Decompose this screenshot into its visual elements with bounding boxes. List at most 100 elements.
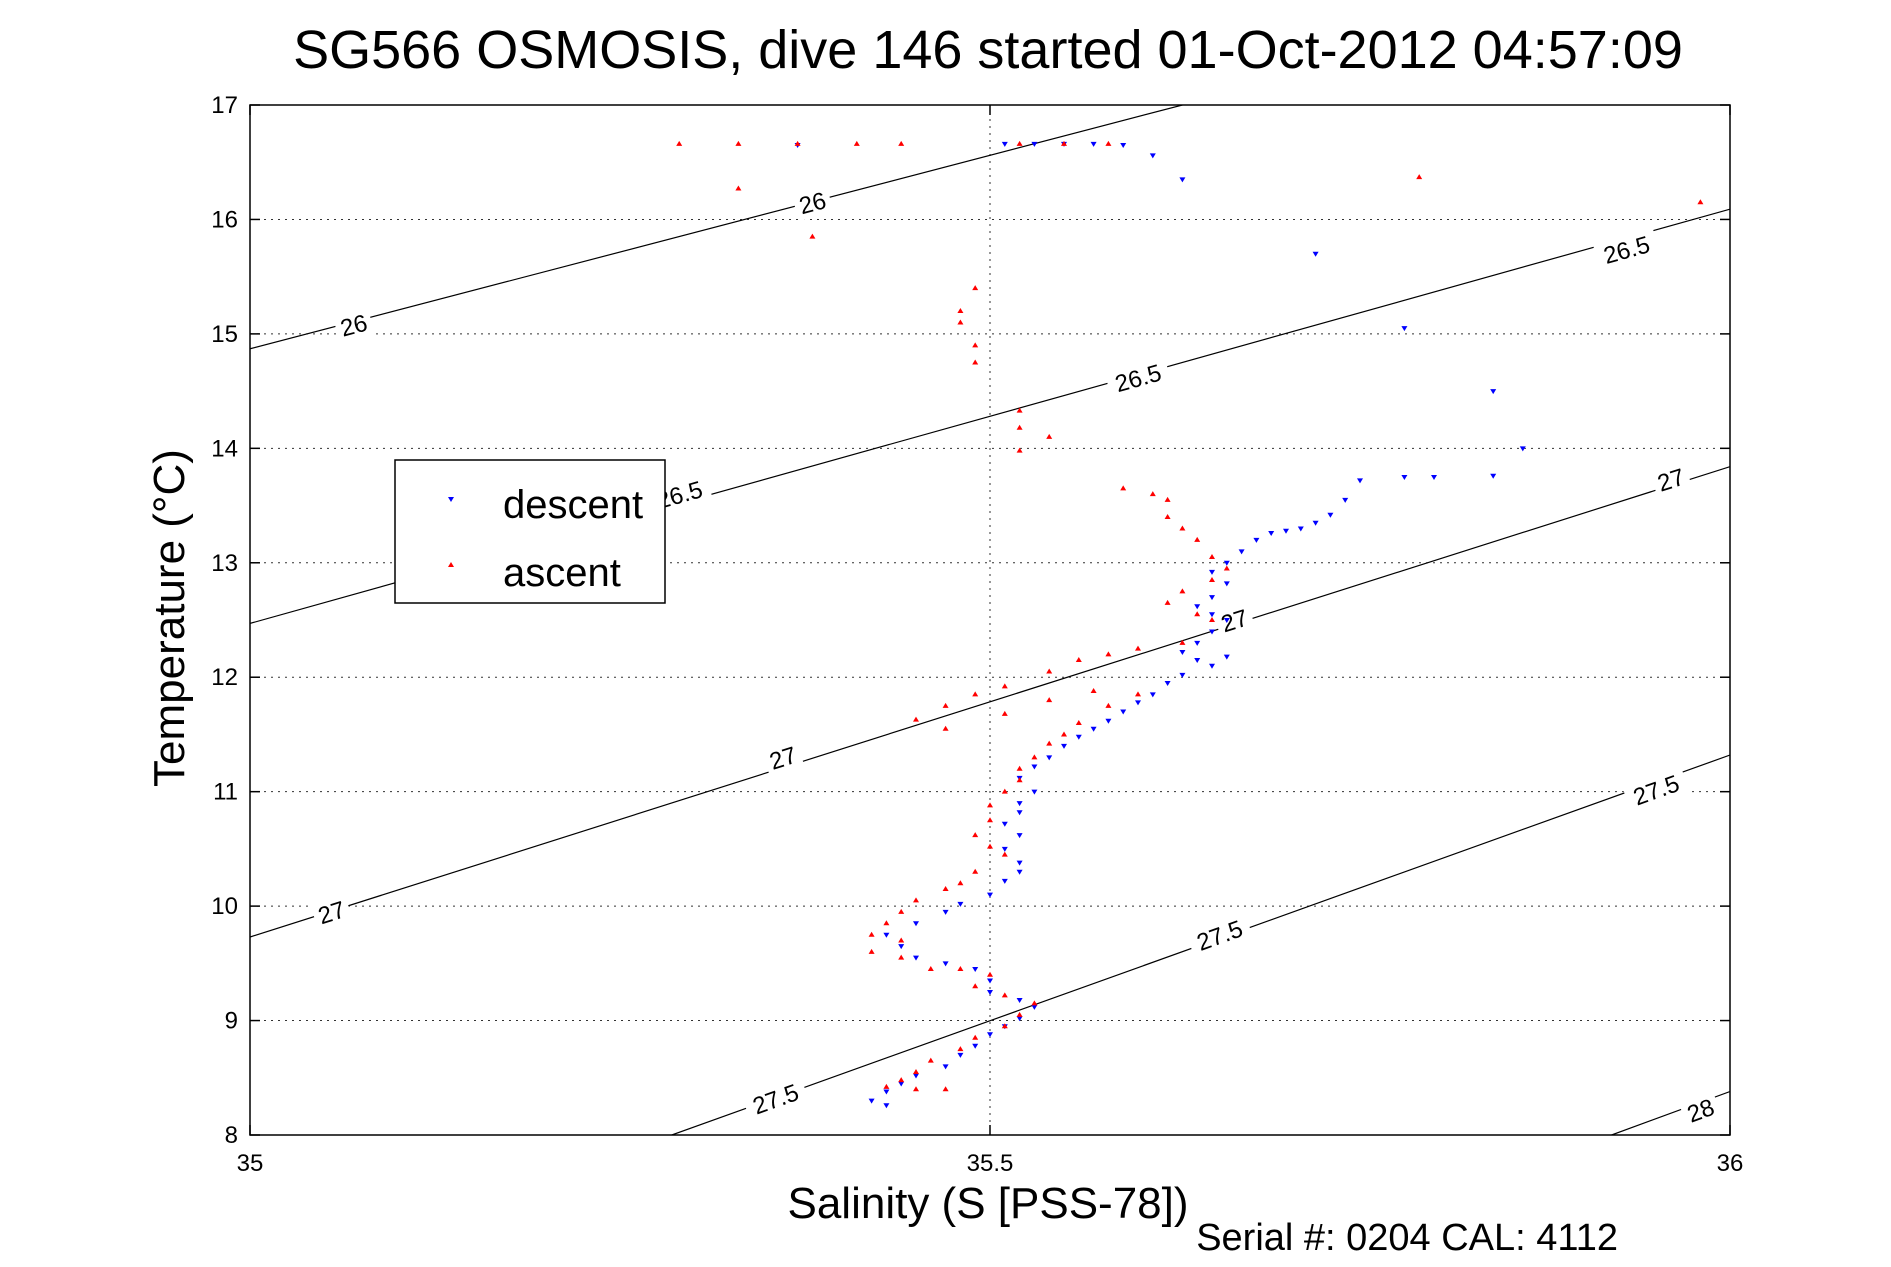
ascent-point [957, 1046, 964, 1052]
ascent-point [1031, 754, 1038, 760]
y-tick-label: 12 [211, 664, 238, 691]
ascent-point [1149, 491, 1156, 497]
descent-point [1194, 604, 1201, 610]
ascent-point [1179, 525, 1186, 531]
ascent-point [972, 1034, 979, 1040]
descent-point [972, 1043, 979, 1049]
descent-point [972, 967, 979, 973]
descent-point [1001, 878, 1008, 884]
ascent-point [1016, 1011, 1023, 1017]
descent-point [1031, 141, 1038, 147]
contour-label: 26 [338, 310, 371, 343]
ascent-point [1164, 514, 1171, 519]
ascent-point [1105, 651, 1112, 657]
descent-point [1016, 860, 1023, 866]
ascent-point [1179, 588, 1186, 594]
y-tick-label: 9 [225, 1008, 238, 1035]
descent-point [1164, 680, 1171, 686]
y-tick-label: 11 [213, 779, 238, 806]
descent-point [1031, 764, 1038, 770]
ascent-point [1090, 687, 1097, 693]
ascent-point [794, 140, 801, 146]
series-descent [794, 141, 1526, 1109]
descent-point [1223, 581, 1230, 587]
ascent-point [972, 342, 979, 348]
descent-point [883, 1089, 890, 1095]
y-tick-label: 17 [211, 92, 238, 119]
contour-label-bg [1678, 1089, 1723, 1131]
ascent-point [1179, 639, 1186, 645]
descent-point [1135, 700, 1141, 706]
contour-label-bg [761, 737, 805, 778]
descent-point [1194, 640, 1201, 646]
y-axis-label: Temperature (°C) [145, 449, 194, 787]
descent-point [1238, 549, 1245, 555]
ascent-point [942, 1086, 949, 1092]
ascent-point [942, 725, 949, 731]
descent-point [1209, 663, 1215, 669]
ascent-point [987, 843, 993, 849]
series-ascent [676, 140, 1704, 1092]
ascent-point [735, 185, 742, 191]
descent-point [1016, 810, 1023, 816]
x-tick-label: 36 [1717, 1150, 1744, 1177]
ascent-point [942, 885, 949, 891]
legend: descent ascent [394, 459, 666, 604]
ascent-point [913, 716, 919, 722]
descent-point [1312, 520, 1319, 526]
descent-point [1149, 153, 1156, 159]
descent-point [1519, 446, 1526, 452]
ascent-point [1001, 992, 1008, 998]
chart-title: SG566 OSMOSIS, dive 146 started 01-Oct-2… [293, 20, 1683, 80]
ascent-point [1001, 710, 1008, 716]
descent-point [1105, 718, 1112, 724]
descent-point [913, 955, 919, 961]
y-tick-label: 16 [211, 206, 238, 233]
ascent-point [1120, 485, 1127, 491]
ascent-point [1416, 174, 1423, 180]
descent-point [1194, 658, 1201, 664]
y-tick-label: 10 [211, 893, 238, 920]
contour-label-bg [332, 305, 375, 344]
ascent-point [1016, 447, 1023, 453]
ascent-point [1001, 1023, 1008, 1029]
descent-point [942, 1064, 949, 1070]
ascent-point [987, 802, 993, 808]
ascent-point [1135, 645, 1141, 651]
ascent-point [676, 140, 683, 146]
descent-point [883, 932, 890, 938]
descent-point [1016, 1016, 1023, 1022]
descent-point [1061, 743, 1067, 749]
ascent-point [1061, 140, 1067, 146]
descent-point [1327, 512, 1334, 518]
y-tick-label: 15 [211, 321, 238, 348]
ascent-point [972, 983, 979, 989]
ascent-point [1075, 720, 1082, 725]
descent-point [1016, 833, 1023, 839]
descent-point [1179, 672, 1186, 678]
descent-point [1401, 474, 1408, 480]
ascent-point [987, 971, 993, 977]
descent-point [1401, 326, 1408, 332]
descent-point [1179, 177, 1186, 183]
contour-label-bg [1621, 764, 1691, 814]
descent-point [1431, 474, 1437, 480]
descent-point [1016, 869, 1023, 875]
ascent-point [1001, 683, 1008, 689]
ascent-point [1209, 554, 1215, 560]
contour-label-bg [309, 892, 354, 932]
ascent-point [1046, 668, 1053, 674]
descent-point [1297, 526, 1304, 532]
ascent-point [1223, 565, 1230, 571]
descent-point [1223, 560, 1230, 566]
x-axis-label: Salinity (S [PSS-78]) [787, 1179, 1188, 1228]
contour-label-bg [791, 183, 834, 222]
contour-label: 26.5 [1112, 360, 1164, 399]
contour-label: 27.5 [1630, 770, 1683, 811]
ascent-point [1194, 611, 1201, 617]
ascent-point [1105, 702, 1112, 708]
ascent-point [972, 285, 979, 291]
descent-point [1090, 141, 1097, 147]
